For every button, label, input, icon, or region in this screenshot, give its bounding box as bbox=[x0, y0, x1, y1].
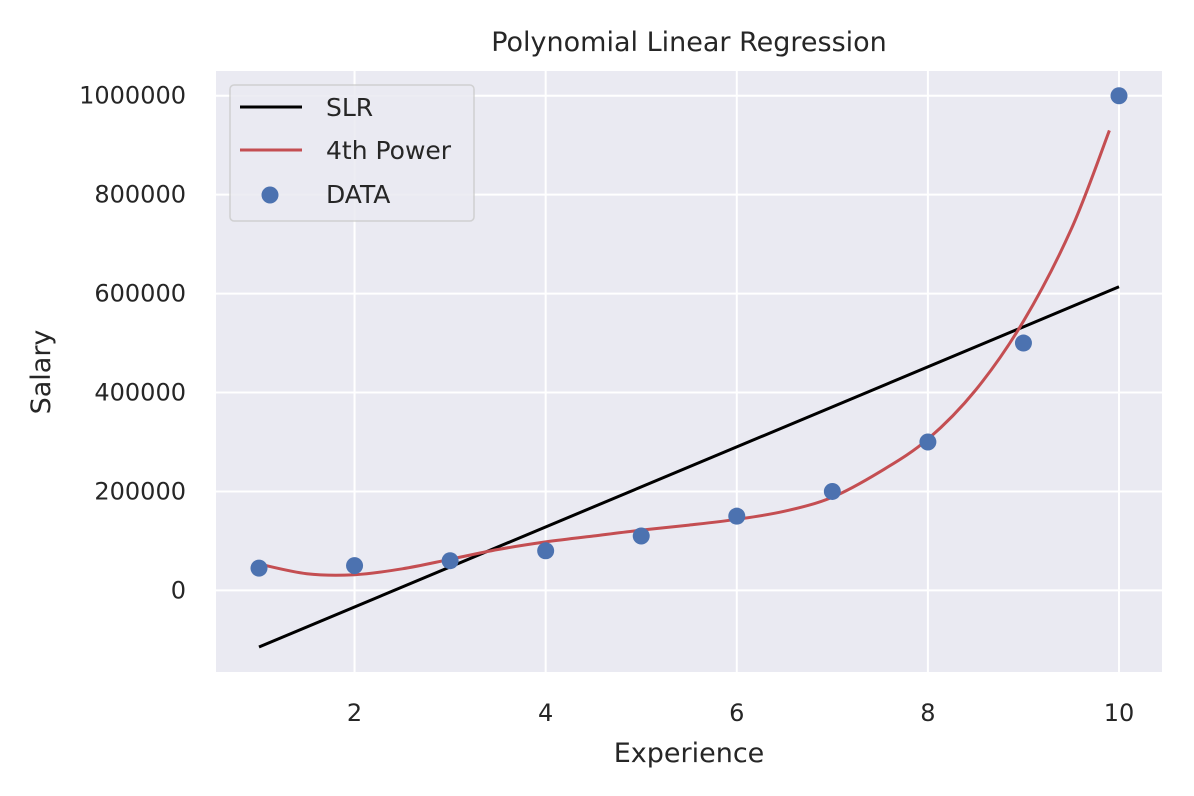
chart-title: Polynomial Linear Regression bbox=[491, 27, 887, 58]
y-axis-label: Salary bbox=[26, 330, 57, 415]
data-point bbox=[346, 557, 364, 575]
series-line-4th-power bbox=[258, 129, 1111, 577]
legend: SLR 4th Power DATA bbox=[229, 84, 475, 222]
x-tick-label: 2 bbox=[347, 699, 362, 727]
data-point bbox=[728, 507, 746, 525]
data-point bbox=[919, 433, 937, 451]
y-tick-label: 800000 bbox=[94, 181, 186, 209]
y-axis-ticks: 0 200000 400000 600000 800000 1000000 bbox=[79, 82, 186, 605]
x-tick-label: 8 bbox=[920, 699, 935, 727]
y-tick-label: 0 bbox=[171, 576, 186, 604]
y-tick-label: 400000 bbox=[94, 379, 186, 407]
legend-label-data: DATA bbox=[326, 180, 390, 209]
data-point bbox=[250, 559, 268, 577]
x-axis-ticks: 2 4 6 8 10 bbox=[347, 699, 1134, 727]
data-point bbox=[1014, 334, 1032, 352]
data-point bbox=[1110, 87, 1128, 105]
legend-label-4th-power: 4th Power bbox=[326, 136, 452, 165]
y-tick-label: 1000000 bbox=[79, 82, 186, 110]
x-tick-label: 6 bbox=[729, 699, 744, 727]
legend-swatch-data bbox=[261, 186, 279, 204]
legend-box bbox=[229, 84, 475, 222]
series-line-slr bbox=[258, 285, 1120, 649]
series-layer bbox=[250, 87, 1128, 649]
x-axis-label: Experience bbox=[614, 738, 765, 769]
y-tick-label: 200000 bbox=[94, 477, 186, 505]
x-tick-label: 4 bbox=[538, 699, 553, 727]
data-point bbox=[537, 542, 555, 560]
grid bbox=[216, 71, 1162, 672]
data-point bbox=[441, 552, 459, 570]
data-point bbox=[632, 527, 650, 545]
legend-label-slr: SLR bbox=[326, 93, 373, 122]
data-point bbox=[823, 482, 841, 500]
x-tick-label: 10 bbox=[1104, 699, 1135, 727]
y-tick-label: 600000 bbox=[94, 280, 186, 308]
